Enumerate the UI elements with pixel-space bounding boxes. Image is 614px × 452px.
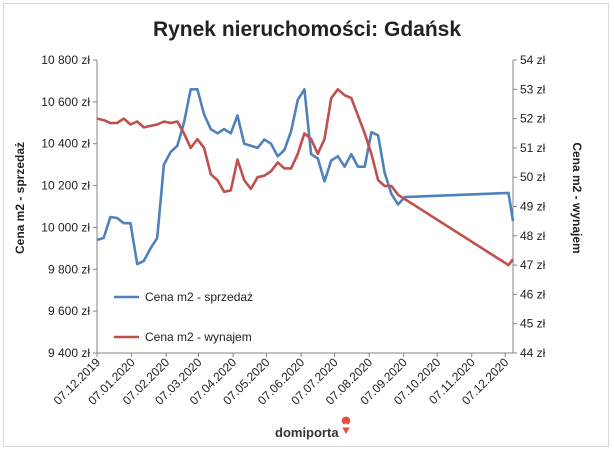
- domiporta-logo: domiporta: [275, 416, 351, 440]
- y-left-tick-label: 9 600 zł: [48, 304, 90, 318]
- series-line-wynajem: [96, 88, 515, 267]
- y-right-tick-label: 48 zł: [520, 229, 546, 243]
- legend-label-wynajem: Cena m2 - wynajem: [145, 330, 252, 344]
- map-pin-tail: [342, 427, 350, 434]
- y-right-tick-label: 44 zł: [520, 346, 546, 360]
- y-left-tick-label: 10 200 zł: [41, 179, 90, 193]
- y-right-tick-label: 51 zł: [520, 141, 546, 155]
- y-left-tick-label: 9 400 zł: [48, 346, 90, 360]
- y-left-tick-label: 10 400 zł: [41, 137, 90, 151]
- y-left-tick-label: 10 600 zł: [41, 95, 90, 109]
- y-left-tick-label: 10 800 zł: [41, 53, 90, 67]
- logo-text: domiporta: [275, 425, 339, 440]
- y-right-tick-label: 46 zł: [520, 287, 546, 301]
- y-left-tick-label: 10 000 zł: [41, 220, 90, 234]
- y-right-tick-label: 49 zł: [520, 200, 546, 214]
- series-line-sprzedaz: [96, 88, 515, 266]
- y-right-tick-label: 47 zł: [520, 258, 546, 272]
- y-right-tick-label: 54 zł: [520, 53, 546, 67]
- y-right-tick-label: 45 zł: [520, 317, 546, 331]
- y-left-tick-label: 9 800 zł: [48, 262, 90, 276]
- y-axis-right-label: Cena m2 - wynajem: [570, 142, 584, 253]
- chart-title: Rynek nieruchomości: Gdańsk: [153, 18, 461, 41]
- y-right-tick-label: 53 zł: [520, 82, 546, 96]
- y-right-tick-label: 50 zł: [520, 170, 546, 184]
- map-pin-icon: [341, 416, 351, 425]
- y-right-tick-label: 52 zł: [520, 112, 546, 126]
- legend-label-sprzedaz: Cena m2 - sprzedaż: [145, 290, 253, 304]
- chart-frame: [3, 3, 609, 447]
- y-axis-left-label: Cena m2 - sprzedaż: [13, 142, 27, 254]
